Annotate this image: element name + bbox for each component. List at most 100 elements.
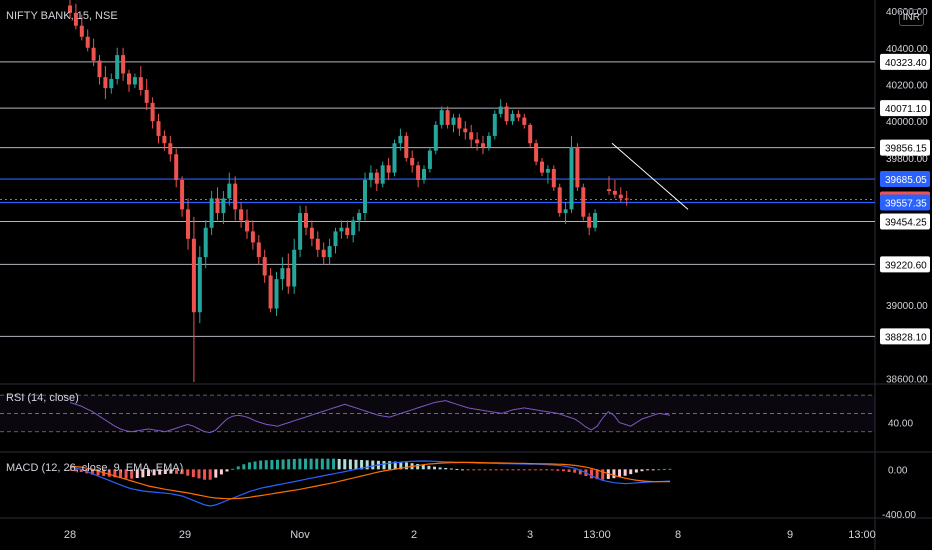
candle-body [575,146,580,188]
candle-body [91,47,96,61]
macd-histogram-bar [130,469,134,479]
macd-histogram-bar [225,469,229,472]
candle-body [593,213,598,228]
macd-histogram-bar [589,469,593,479]
candle-body [569,146,574,210]
candle-body [481,143,485,147]
candle-body [516,113,521,118]
candle-body [368,172,373,180]
macd-histogram-bar [135,469,139,478]
macd-histogram-bar [292,458,296,470]
candle-body [551,168,556,188]
macd-histogram-bar [186,469,190,476]
macd-axis-label: 0.00 [888,465,908,476]
macd-histogram-bar [416,464,420,470]
macd-histogram-bar [640,469,644,472]
candle-body [162,135,167,144]
candle-body [504,106,509,122]
macd-histogram-bar [472,469,476,471]
candle-body [351,220,356,236]
signal-line [69,461,671,500]
candle-body [486,135,491,147]
level-price-label: 39220.60 [885,260,927,271]
rsi-axis-label: 40.00 [888,419,913,430]
macd-title[interactable]: MACD (12, 26, close, 9, EMA, EMA) [6,462,184,474]
macd-histogram-bar [118,469,122,478]
macd-histogram-bar [651,469,655,471]
macd-histogram-bar [623,469,627,476]
symbol-legend[interactable]: NIFTY BANK, 15, NSE [6,10,118,22]
macd-histogram-bar [668,468,672,470]
macd-histogram-bar [393,461,397,470]
candle-body [315,238,320,250]
macd-histogram-bar [365,460,369,470]
candle-body [79,25,84,37]
macd-histogram-bar [275,459,279,470]
macd-histogram-bar [175,469,179,474]
candle-body [221,198,226,214]
candle-body [191,238,196,313]
candle-body [327,246,332,258]
macd-histogram-bar [163,469,167,474]
macd-histogram-bar [567,469,571,472]
level-price-tag [880,53,930,70]
candle-body [404,135,409,158]
macd-histogram-bar [561,469,565,472]
macd-histogram-bar [231,468,235,470]
macd-histogram-bar [337,458,341,470]
price-tick-label: 40600.00 [886,7,928,18]
candle-body [274,279,279,309]
macd-histogram-bar [528,469,532,471]
candle-body [262,257,267,276]
macd-histogram-bar [427,465,431,470]
macd-histogram-bar [354,459,358,470]
candle-body [618,194,623,199]
candle-body [445,110,450,125]
macd-histogram-bar [404,462,408,470]
macd-histogram-bar [264,460,268,470]
candle-body [416,165,421,180]
macd-histogram-bar [107,469,111,477]
macd-histogram-bar [326,458,330,470]
macd-histogram-bar [113,469,117,478]
macd-histogram-bar [511,469,515,471]
candle-body [339,227,344,232]
level-price-label: 39454.25 [885,217,927,228]
macd-histogram-bar [533,469,537,471]
candle-body [250,231,255,243]
currency-badge[interactable]: INR [898,9,924,26]
macd-histogram-bar [360,460,364,470]
time-axis-label: 29 [179,529,191,541]
candle-body [256,242,261,258]
candle-body [209,198,214,228]
candle-body [203,227,208,258]
price-tick-label: 40400.00 [886,44,928,55]
macd-histogram-bar [270,460,274,470]
rsi-title[interactable]: RSI (14, close) [6,392,79,404]
candles [68,0,629,382]
level-price-label: 39685.05 [885,175,927,186]
candle-body [357,213,362,221]
candle-body [463,128,468,133]
macd-histogram-bar [214,469,218,478]
macd-histogram-bar [287,459,291,470]
macd-histogram-bar [348,459,352,470]
level-price-tag [880,194,930,211]
macd-histogram-bar [461,469,465,471]
candle-body [528,124,533,144]
candle-body [333,231,338,247]
level-price-tag [880,328,930,345]
price-tick-label: 40000.00 [886,117,928,128]
macd-histogram-bar [449,468,453,470]
macd-histogram-bar [298,458,302,470]
candle-body [156,121,161,136]
macd-histogram-bar [315,458,319,470]
macd-histogram-bar [247,462,251,470]
candle-body [132,77,137,85]
candle-body [510,113,515,122]
macd-histogram-bar [618,469,622,477]
macd-histogram-bar [68,469,72,471]
trend-line[interactable] [611,142,689,210]
time-axis-label: 13:00 [848,529,876,541]
